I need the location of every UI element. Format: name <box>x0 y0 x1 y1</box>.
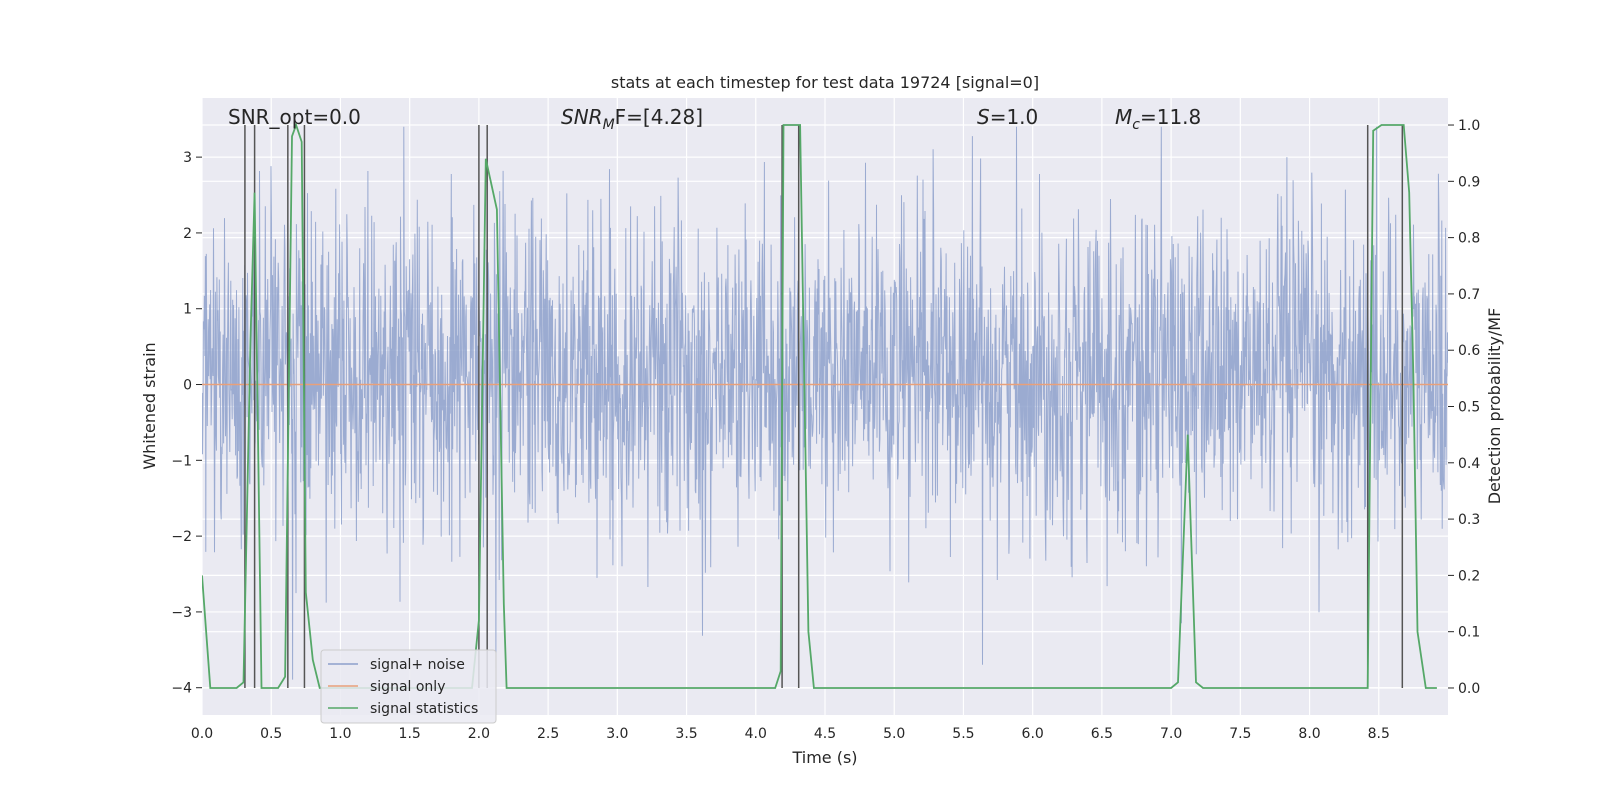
right-y-tick-label: 0.0 <box>1458 681 1480 697</box>
x-tick-label: 5.5 <box>952 726 974 742</box>
left-y-tick-label: 3 <box>183 150 192 166</box>
left-y-axis-label: Whitened strain <box>140 342 159 469</box>
left-y-tick-label: 0 <box>183 378 192 394</box>
x-axis-ticks: 0.0 0.5 1.0 1.5 2.0 2.5 3.0 3.5 4.0 4.5 5.0 5.5 6.0 6… <box>191 726 1390 742</box>
legend-label-signal-statistics: signal statistics <box>370 701 478 717</box>
x-tick-label: 5.0 <box>883 726 905 742</box>
left-y-tick-label: 1 <box>183 302 192 318</box>
annotation-s-symbol: S <box>977 105 990 129</box>
legend-label-signal-only: signal only <box>370 679 445 695</box>
series-signal-plus-noise <box>202 126 1448 680</box>
x-tick-label: 2.5 <box>537 726 559 742</box>
legend-box <box>320 649 497 724</box>
annotation-snr-mf: SNRMF=[4.28] <box>561 105 703 133</box>
chart-title: stats at each timestep for test data 197… <box>611 73 1039 92</box>
x-tick-label: 2.0 <box>468 726 490 742</box>
right-y-tick-label: 0.5 <box>1458 400 1480 416</box>
left-y-tick-label: −3 <box>171 605 192 621</box>
annotation-snr-mf-symbol: SNR <box>561 105 603 129</box>
annotation-s-rest: =1.0 <box>990 105 1039 129</box>
right-y-axis-ticks: 1.0 0.9 0.8 0.7 0.6 0.5 0.4 0.3 0.2 0.1 0.0 <box>1448 118 1480 697</box>
annotation-s: S=1.0 <box>977 105 1038 129</box>
annotation-snr-mf-rest: F=[4.28] <box>615 105 703 129</box>
x-tick-label: 1.5 <box>399 726 421 742</box>
x-tick-label: 6.0 <box>1022 726 1044 742</box>
x-axis-label: Time (s) <box>791 748 857 767</box>
series-signal-statistics <box>202 122 1437 689</box>
legend: signal+ noise signal only signal statist… <box>320 649 497 724</box>
annotation-mc: Mc=11.8 <box>1115 105 1201 133</box>
annotation-snr-opt: SNR_opt=0.0 <box>228 105 361 129</box>
x-tick-label: 8.0 <box>1298 726 1320 742</box>
left-y-tick-label: −4 <box>171 681 192 697</box>
x-tick-label: 0.0 <box>191 726 213 742</box>
x-tick-label: 0.5 <box>260 726 282 742</box>
right-y-tick-label: 1.0 <box>1458 118 1480 134</box>
left-y-tick-label: −2 <box>171 529 192 545</box>
x-tick-label: 6.5 <box>1091 726 1113 742</box>
right-y-tick-label: 0.3 <box>1458 512 1480 528</box>
x-tick-label: 3.5 <box>675 726 697 742</box>
annotation-mc-symbol: M <box>1115 105 1132 129</box>
right-y-tick-label: 0.4 <box>1458 456 1480 472</box>
right-y-tick-label: 0.6 <box>1458 343 1480 359</box>
left-y-axis-ticks: 3 2 1 0 −1 −2 −3 −4 <box>171 150 202 697</box>
x-tick-label: 8.5 <box>1368 726 1390 742</box>
legend-label-signal-plus-noise: signal+ noise <box>370 657 465 673</box>
x-tick-label: 4.0 <box>745 726 767 742</box>
x-tick-label: 7.5 <box>1229 726 1251 742</box>
right-y-axis-label: Detection probability/MF <box>1485 308 1504 505</box>
left-y-tick-label: −1 <box>171 453 192 469</box>
annotation-mc-rest: =11.8 <box>1140 105 1201 129</box>
x-tick-label: 3.0 <box>606 726 628 742</box>
annotation-mc-subscript: c <box>1132 117 1140 133</box>
right-y-tick-label: 0.7 <box>1458 287 1480 303</box>
right-y-tick-label: 0.8 <box>1458 231 1480 247</box>
left-y-tick-label: 2 <box>183 226 192 242</box>
annotation-snr-mf-subscript: M <box>603 117 615 133</box>
x-tick-label: 4.5 <box>814 726 836 742</box>
x-tick-label: 7.0 <box>1160 726 1182 742</box>
x-tick-label: 1.0 <box>329 726 351 742</box>
right-y-tick-label: 0.9 <box>1458 174 1480 190</box>
right-y-tick-label: 0.2 <box>1458 568 1480 584</box>
right-y-tick-label: 0.1 <box>1458 625 1480 641</box>
